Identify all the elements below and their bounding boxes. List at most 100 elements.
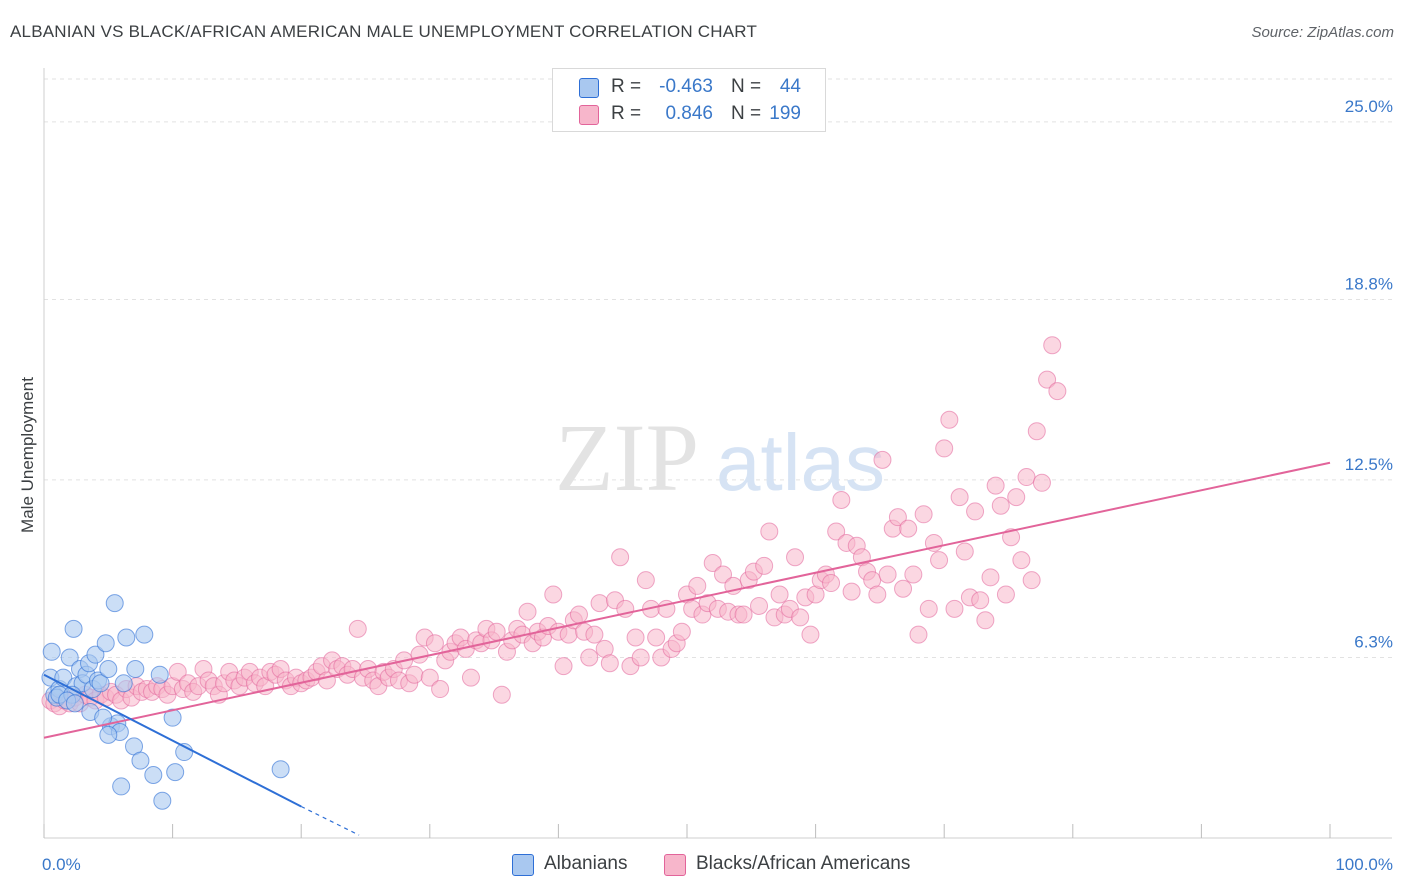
data-point-blacks — [950, 488, 969, 507]
data-point-blacks — [1007, 488, 1026, 507]
data-point-blacks — [461, 668, 480, 687]
data-point-blacks — [585, 625, 604, 644]
data-point-blacks — [1038, 370, 1057, 389]
data-point-blacks — [348, 619, 367, 638]
data-point-blacks — [405, 665, 424, 684]
data-point-blacks — [611, 548, 630, 567]
x-tick-label: 100.0% — [1335, 855, 1393, 874]
data-point-blacks — [750, 596, 769, 615]
data-point-blacks — [986, 476, 1005, 495]
data-point-blacks — [425, 634, 444, 653]
watermark: ZIP atlas — [555, 404, 885, 511]
data-point-blacks — [894, 579, 913, 598]
data-point-blacks — [518, 602, 537, 621]
data-point-blacks — [672, 622, 691, 641]
legend-label-albanians: Albanians — [544, 853, 628, 874]
blacks-series — [41, 336, 1067, 716]
data-point-albanians — [105, 594, 124, 613]
legend-n-value: 44 — [779, 76, 801, 97]
data-point-blacks — [940, 410, 959, 429]
data-point-blacks — [688, 576, 707, 595]
data-point-blacks — [878, 565, 897, 584]
tick-labels: 6.3% 12.5% 18.8% 25.0% 0.0% 100.0% — [42, 97, 1393, 874]
data-point-blacks — [487, 622, 506, 641]
data-point-blacks — [919, 599, 938, 618]
trend-line-albanians-extension — [300, 805, 360, 836]
data-point-blacks — [904, 565, 923, 584]
data-point-blacks — [714, 565, 733, 584]
data-point-albanians — [60, 648, 79, 667]
legend-label-blacks: Blacks/African Americans — [696, 853, 911, 874]
source-label: Source: ZipAtlas.com — [1251, 24, 1394, 41]
data-point-blacks — [996, 585, 1015, 604]
x-tick-label: 0.0% — [42, 855, 81, 874]
data-point-blacks — [888, 508, 907, 527]
data-point-blacks — [580, 648, 599, 667]
data-point-albanians — [144, 765, 163, 784]
data-point-albanians — [153, 791, 172, 810]
data-point-blacks — [842, 582, 861, 601]
data-point-blacks — [1048, 382, 1067, 401]
data-point-blacks — [1022, 571, 1041, 590]
trend-line-blacks — [43, 461, 1331, 739]
data-point-blacks — [755, 556, 774, 575]
data-point-blacks — [955, 542, 974, 561]
data-point-blacks — [981, 568, 1000, 587]
data-point-blacks — [822, 574, 841, 593]
legend-r-value: 0.846 — [665, 103, 713, 124]
data-point-albanians — [126, 659, 145, 678]
data-point-albanians — [86, 645, 105, 664]
data-point-blacks — [431, 680, 450, 699]
data-point-albanians — [112, 777, 131, 796]
legend-swatch-albanians — [512, 854, 534, 876]
trend-layer — [43, 461, 1331, 836]
data-point-blacks — [760, 522, 779, 541]
data-point-blacks — [647, 628, 666, 647]
legend-n-value: 199 — [769, 103, 801, 124]
data-point-blacks — [492, 685, 511, 704]
data-point-blacks — [1017, 468, 1036, 487]
legend-series: Albanians Blacks/African Americans — [0, 851, 1406, 879]
data-point-blacks — [873, 450, 892, 469]
data-point-blacks — [636, 571, 655, 590]
data-point-blacks — [930, 551, 949, 570]
data-point-blacks — [786, 548, 805, 567]
data-point-albanians — [91, 674, 110, 693]
data-point-albanians — [65, 694, 84, 713]
data-point-albanians — [99, 725, 118, 744]
albanians-series — [41, 594, 290, 810]
data-point-blacks — [935, 439, 954, 458]
data-point-albanians — [150, 665, 169, 684]
data-point-blacks — [909, 625, 928, 644]
legend-row-blacks: R = 0.846 N = 199 — [553, 100, 825, 128]
y-tick-label: 12.5% — [1345, 455, 1393, 474]
legend-r-value: -0.463 — [659, 76, 713, 97]
data-point-blacks — [868, 585, 887, 604]
data-point-albanians — [64, 619, 83, 638]
data-point-blacks — [966, 502, 985, 521]
y-tick-label: 6.3% — [1354, 633, 1393, 652]
data-point-blacks — [976, 611, 995, 630]
y-tick-label: 25.0% — [1345, 97, 1393, 116]
data-point-albanians — [96, 634, 115, 653]
data-point-albanians — [131, 751, 150, 770]
data-point-blacks — [626, 628, 645, 647]
data-point-blacks — [1012, 551, 1031, 570]
data-point-blacks — [971, 591, 990, 610]
axis-layer — [43, 68, 1392, 839]
legend-n-label: N = — [731, 76, 762, 97]
data-point-blacks — [168, 662, 187, 681]
data-point-blacks — [1002, 528, 1021, 547]
data-point-blacks — [791, 608, 810, 627]
data-point-blacks — [544, 585, 563, 604]
data-point-albanians — [99, 659, 118, 678]
data-point-albanians — [42, 642, 61, 661]
y-tick-label: 18.8% — [1345, 274, 1393, 293]
data-point-albanians — [117, 628, 136, 647]
data-point-blacks — [801, 625, 820, 644]
data-point-blacks — [569, 605, 588, 624]
data-point-blacks — [827, 522, 846, 541]
data-point-blacks — [410, 645, 429, 664]
legend-swatch-albanians — [579, 78, 599, 98]
